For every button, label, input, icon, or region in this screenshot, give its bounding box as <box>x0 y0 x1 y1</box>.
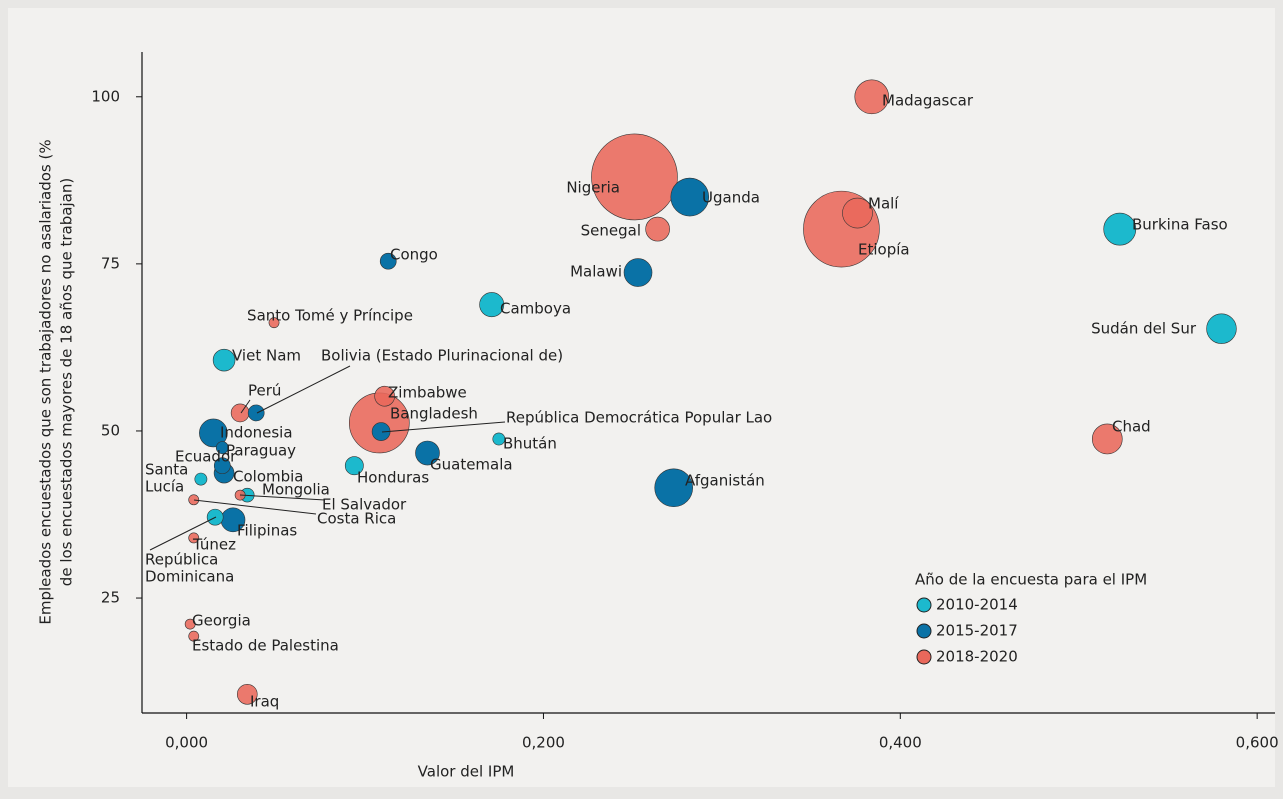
point-label: Túnez <box>192 536 236 554</box>
bubble <box>842 197 873 229</box>
bubble <box>344 456 364 476</box>
bubble <box>212 348 236 372</box>
leader-line <box>193 499 317 515</box>
chart-background <box>8 8 1275 787</box>
x-tick-label: 0,000 <box>165 734 208 752</box>
point-label: Malí <box>868 195 899 213</box>
legend-label: 2010-2014 <box>936 596 1018 614</box>
y-axis-label: Empleados encuestados que son trabajador… <box>37 139 76 624</box>
point-label: Bolivia (Estado Plurinacional de) <box>321 347 563 365</box>
bubble <box>247 404 265 422</box>
point-label: Guatemala <box>430 456 513 474</box>
point-label: República <box>145 551 218 569</box>
point-label: Bhután <box>503 435 557 453</box>
bubble <box>591 133 678 221</box>
y-tick-label: 75 <box>101 254 120 272</box>
bubble <box>184 618 196 630</box>
bubble <box>188 494 200 506</box>
legend-marker <box>916 649 932 665</box>
leader-line <box>240 399 251 414</box>
point-label: Georgia <box>192 612 251 630</box>
point-label: Indonesia <box>220 424 293 442</box>
point-label: República Democrática Popular Lao <box>506 409 772 427</box>
x-tick-label: 0,400 <box>879 734 922 752</box>
bubble <box>188 532 200 544</box>
bubble <box>1103 212 1137 246</box>
point-label: Iraq <box>250 693 279 711</box>
bubble <box>654 468 693 508</box>
point-label: Chad <box>1112 418 1151 436</box>
point-label: Filipinas <box>237 522 297 540</box>
leader-line <box>256 365 351 414</box>
bubble <box>379 252 397 270</box>
legend-marker <box>916 623 932 639</box>
leader-line <box>239 494 326 501</box>
point-label: Mongolia <box>262 481 330 499</box>
bubble <box>194 472 208 486</box>
point-label: Etiopía <box>858 241 910 259</box>
point-label: Estado de Palestina <box>192 637 339 655</box>
bubble <box>492 432 506 446</box>
leader-line <box>381 421 506 433</box>
point-label: Zimbabwe <box>388 384 467 402</box>
point-label: Afganistán <box>685 472 765 490</box>
bubble <box>479 292 505 318</box>
point-label: Camboya <box>500 300 571 318</box>
point-label: Dominicana <box>145 568 234 586</box>
bubble <box>213 457 231 475</box>
bubble <box>854 79 890 115</box>
point-label: Madagascar <box>882 92 974 110</box>
point-label: Ecuador <box>175 448 237 466</box>
point-label: Sudán del Sur <box>1091 320 1197 338</box>
point-label: Costa Rica <box>317 510 396 528</box>
point-label: El Salvador <box>322 496 407 514</box>
y-axis-label-line: de los encuestados mayores de 18 años qu… <box>58 178 76 586</box>
bubble <box>623 258 653 287</box>
point-label: Senegal <box>581 222 641 240</box>
point-label: Santo Tomé y Príncipe <box>247 307 413 325</box>
bubble <box>374 385 395 407</box>
bubble <box>415 440 440 466</box>
x-axis-label: Valor del IPM <box>418 763 515 781</box>
point-label: Uganda <box>702 189 760 207</box>
bubble <box>230 403 250 423</box>
legend-label: 2018-2020 <box>936 648 1018 666</box>
point-label: Nigeria <box>566 179 620 197</box>
bubble <box>199 418 228 448</box>
bubble <box>215 441 229 455</box>
legend-marker <box>916 597 932 613</box>
y-axis-label-line: Empleados encuestados que son trabajador… <box>37 139 55 624</box>
point-label: Viet Nam <box>232 347 301 365</box>
point-label: Paraguay <box>226 442 296 460</box>
point-label: Santa <box>145 461 188 479</box>
y-tick-label: 25 <box>101 589 120 607</box>
point-label: Bangladesh <box>390 405 478 423</box>
y-tick-label: 100 <box>91 87 120 105</box>
bubble <box>670 177 710 217</box>
x-tick-label: 0,600 <box>1236 734 1279 752</box>
bubble <box>1091 423 1123 455</box>
point-label: Perú <box>248 382 281 400</box>
legend-label: 2015-2017 <box>936 622 1018 640</box>
point-label: Lucía <box>145 478 184 496</box>
bubble <box>236 683 258 705</box>
point-label: Colombia <box>233 468 304 486</box>
y-tick-label: 50 <box>101 421 120 439</box>
bubble <box>268 317 280 329</box>
bubble <box>645 216 670 242</box>
point-label: Honduras <box>357 469 429 487</box>
bubble <box>188 630 200 642</box>
point-label: Burkina Faso <box>1132 216 1228 234</box>
point-label: Congo <box>390 246 438 264</box>
leader-line <box>149 516 217 551</box>
legend-title: Año de la encuesta para el IPM <box>915 571 1147 589</box>
bubble <box>1206 313 1237 344</box>
point-label: Malawi <box>570 263 622 281</box>
x-tick-label: 0,200 <box>522 734 565 752</box>
